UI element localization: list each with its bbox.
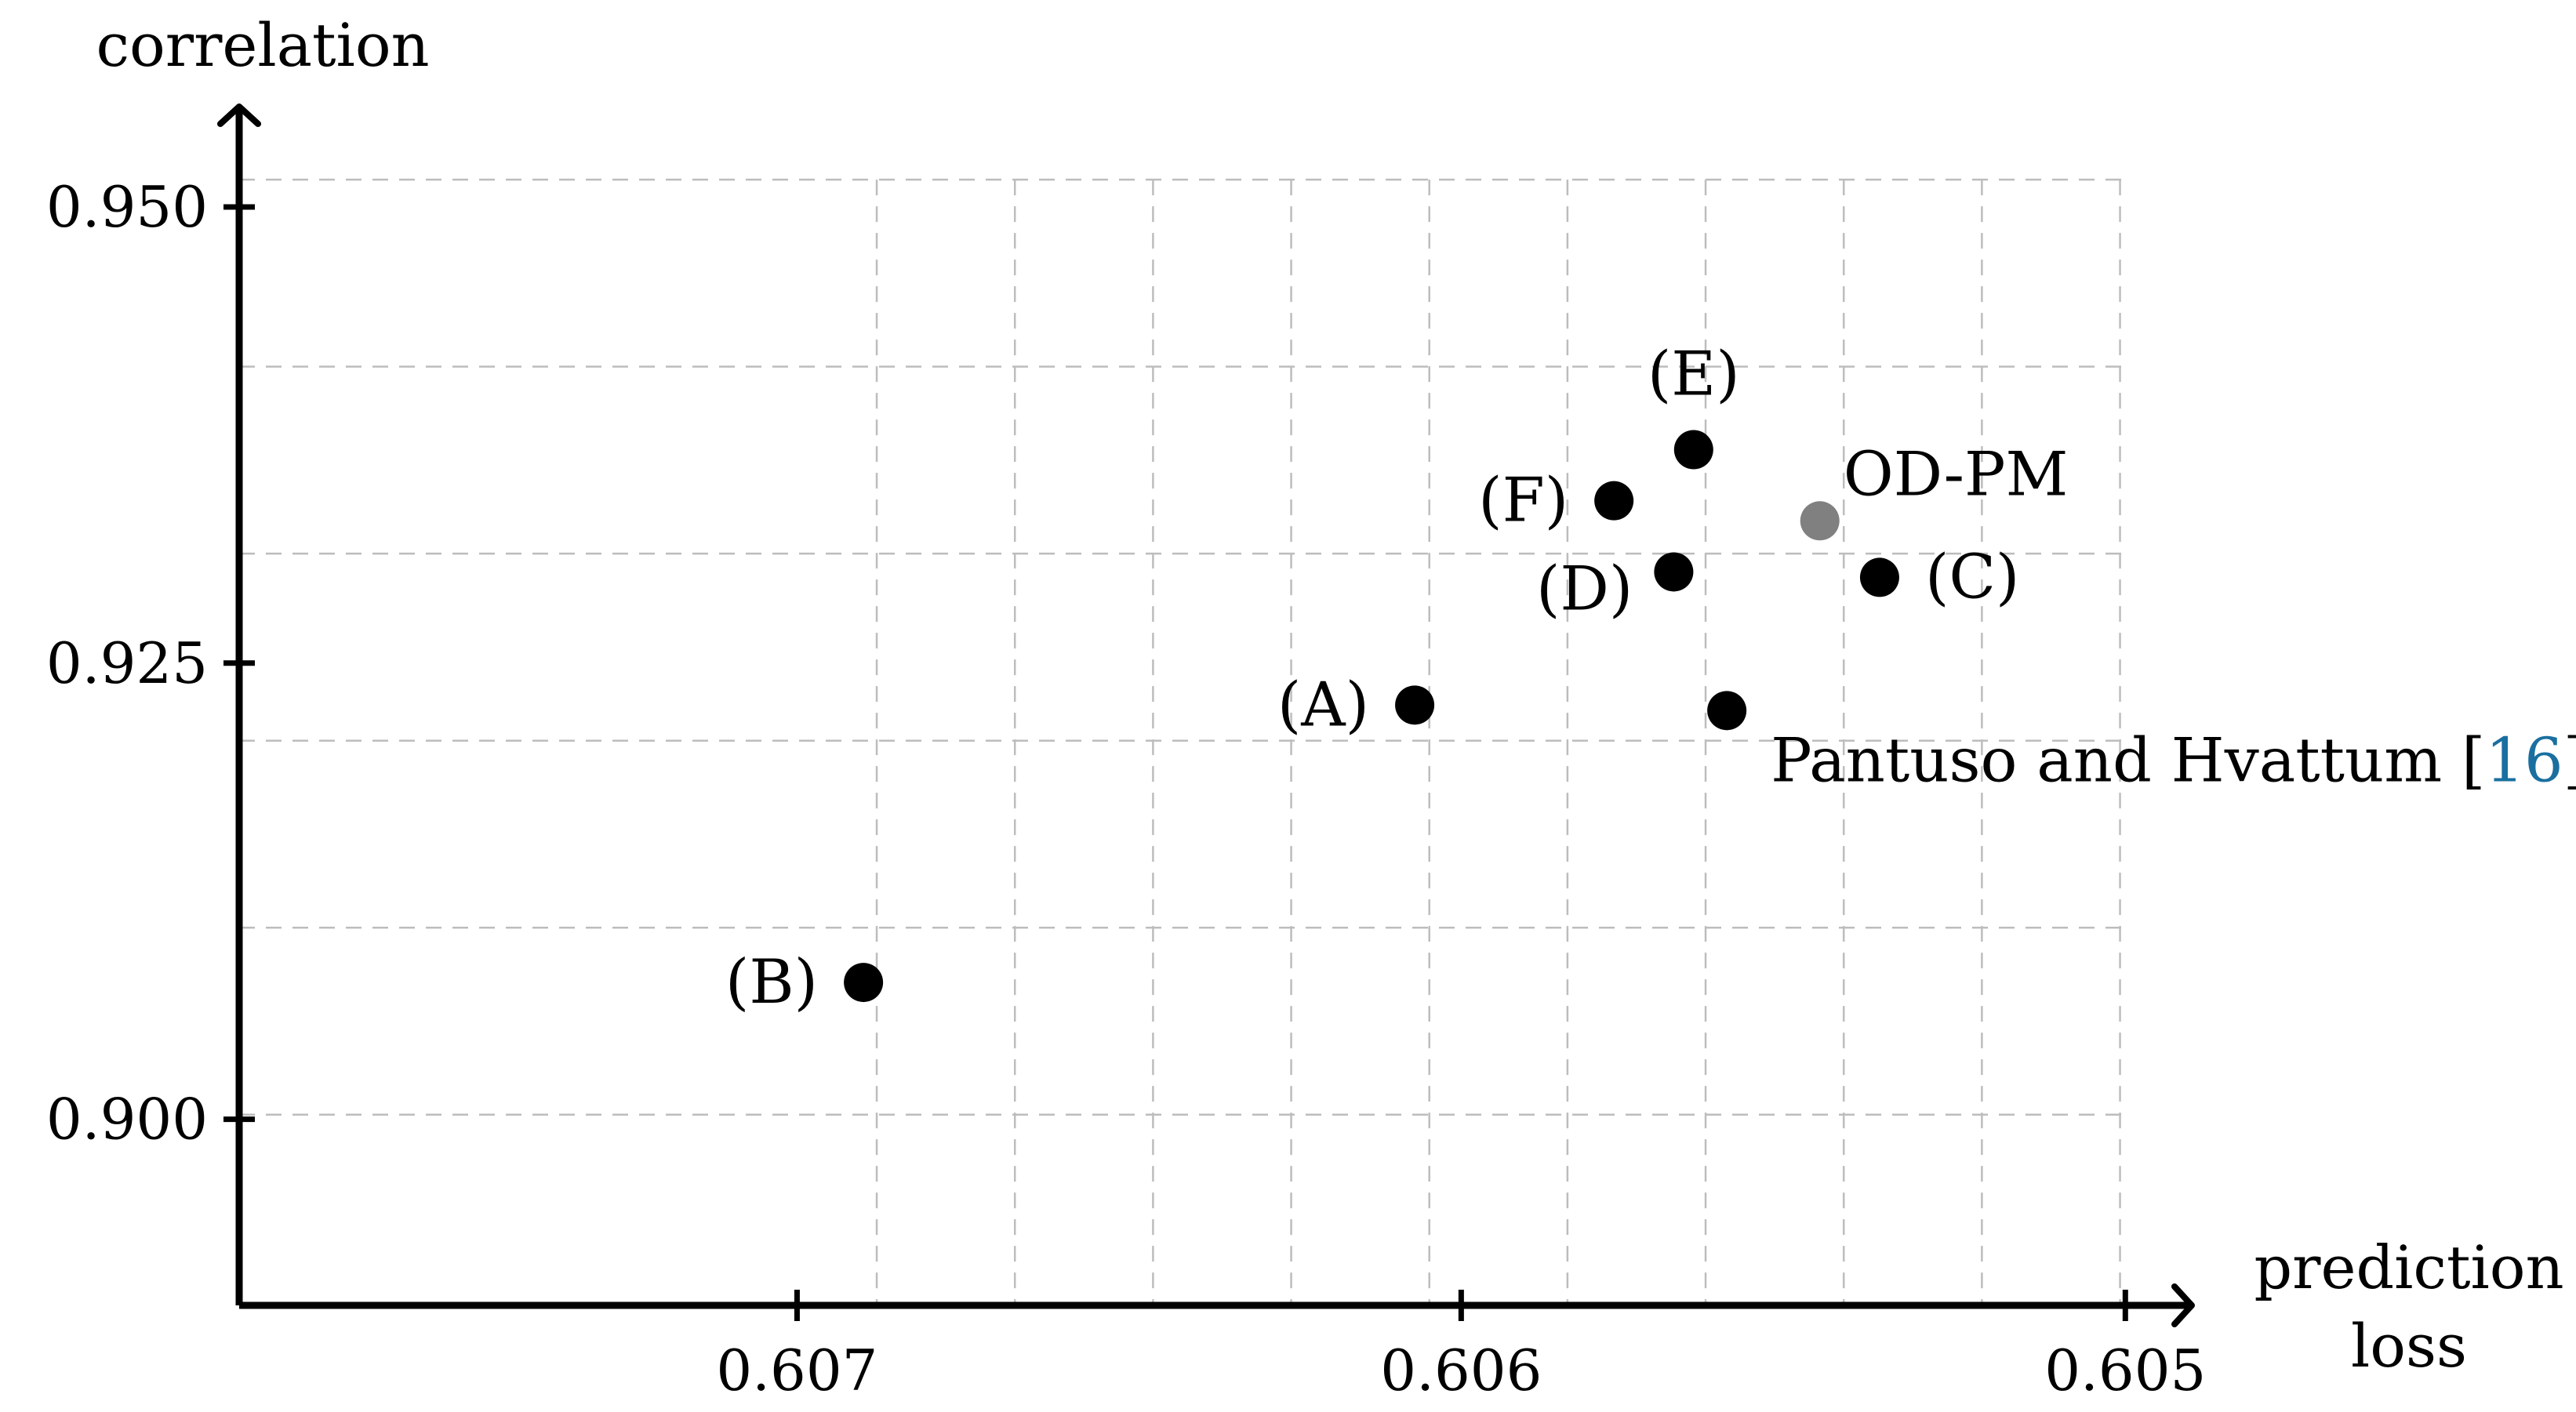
point-label: OD-PM [1844,439,2069,510]
point-marker [1707,691,1747,731]
point-label: (F) [1478,466,1568,536]
x-tick-label: 0.606 [1380,1338,1542,1403]
point-e: (E) [1648,339,1740,470]
point-label: (E) [1648,339,1740,410]
point-d: (D) [1536,552,1694,624]
grid [239,178,2126,1305]
point-c: (C) [1859,542,2020,612]
y-tick-label: 0.900 [46,1087,208,1152]
x-axis-title-line-2: loss [2351,1311,2467,1381]
y-axis-arrow-icon [217,103,261,127]
x-tick-label: 0.607 [716,1338,877,1403]
point-label: (B) [725,947,818,1018]
data-points: (A) (B) (C) (D) (E) (F) OD-PM Pantuso and Hvatt… [725,339,2576,1018]
point-marker [1594,481,1634,521]
point-marker [844,963,884,1003]
y-tick-label: 0.950 [46,174,208,240]
y-axis-title: correlation [96,10,429,80]
point-label: (D) [1536,554,1633,624]
point-label: Pantuso and Hvattum [16] [1771,725,2576,796]
y-tick-label: 0.925 [46,630,208,696]
axes [217,103,2195,1327]
x-tick-label: 0.605 [2044,1338,2206,1403]
point-label: (C) [1925,542,2020,612]
point-odpm: OD-PM [1800,439,2069,541]
point-a: (A) [1277,670,1435,740]
point-b: (B) [725,947,884,1018]
point-marker [1859,557,1899,597]
x-axis-title-line-1: prediction [2254,1232,2563,1302]
point-marker [1395,685,1435,725]
x-axis-arrow-icon [2171,1283,2195,1327]
point-label: (A) [1277,670,1369,740]
point-f: (F) [1478,466,1634,536]
point-marker [1654,552,1694,592]
citation-link[interactable]: 16 [2485,725,2563,796]
point-marker [1800,501,1840,541]
point-ph: Pantuso and Hvattum [16] [1707,691,2576,796]
axis-titles: correlation prediction loss [96,10,2563,1381]
point-marker [1673,430,1713,470]
ticks: 0.607 0.606 0.605 0.900 0.925 0.950 [46,174,2206,1403]
